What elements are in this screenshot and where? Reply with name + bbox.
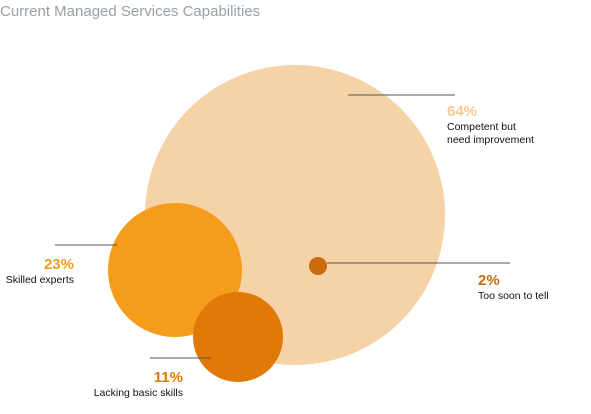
category-label-competent-but-need-improvement: need improvement: [447, 134, 534, 146]
bubble-lacking-basic-skills: [193, 292, 283, 382]
value-label-too-soon-to-tell: 2%: [478, 272, 500, 289]
leader-lines-layer: [55, 94, 510, 359]
bubble-too-soon-to-tell: [309, 257, 327, 275]
bubbles-layer: [108, 65, 445, 382]
category-label-competent-but-need-improvement: Competent but: [447, 121, 516, 133]
chart-title: Current Managed Services Capabilities: [0, 3, 260, 20]
category-label-too-soon-to-tell: Too soon to tell: [478, 290, 549, 302]
category-label-skilled-experts: Skilled experts: [6, 274, 74, 286]
value-label-lacking-basic-skills: 11%: [154, 369, 183, 386]
value-label-skilled-experts: 23%: [44, 256, 74, 273]
value-label-competent-but-need-improvement: 64%: [447, 103, 477, 120]
category-label-lacking-basic-skills: Lacking basic skills: [94, 387, 183, 399]
